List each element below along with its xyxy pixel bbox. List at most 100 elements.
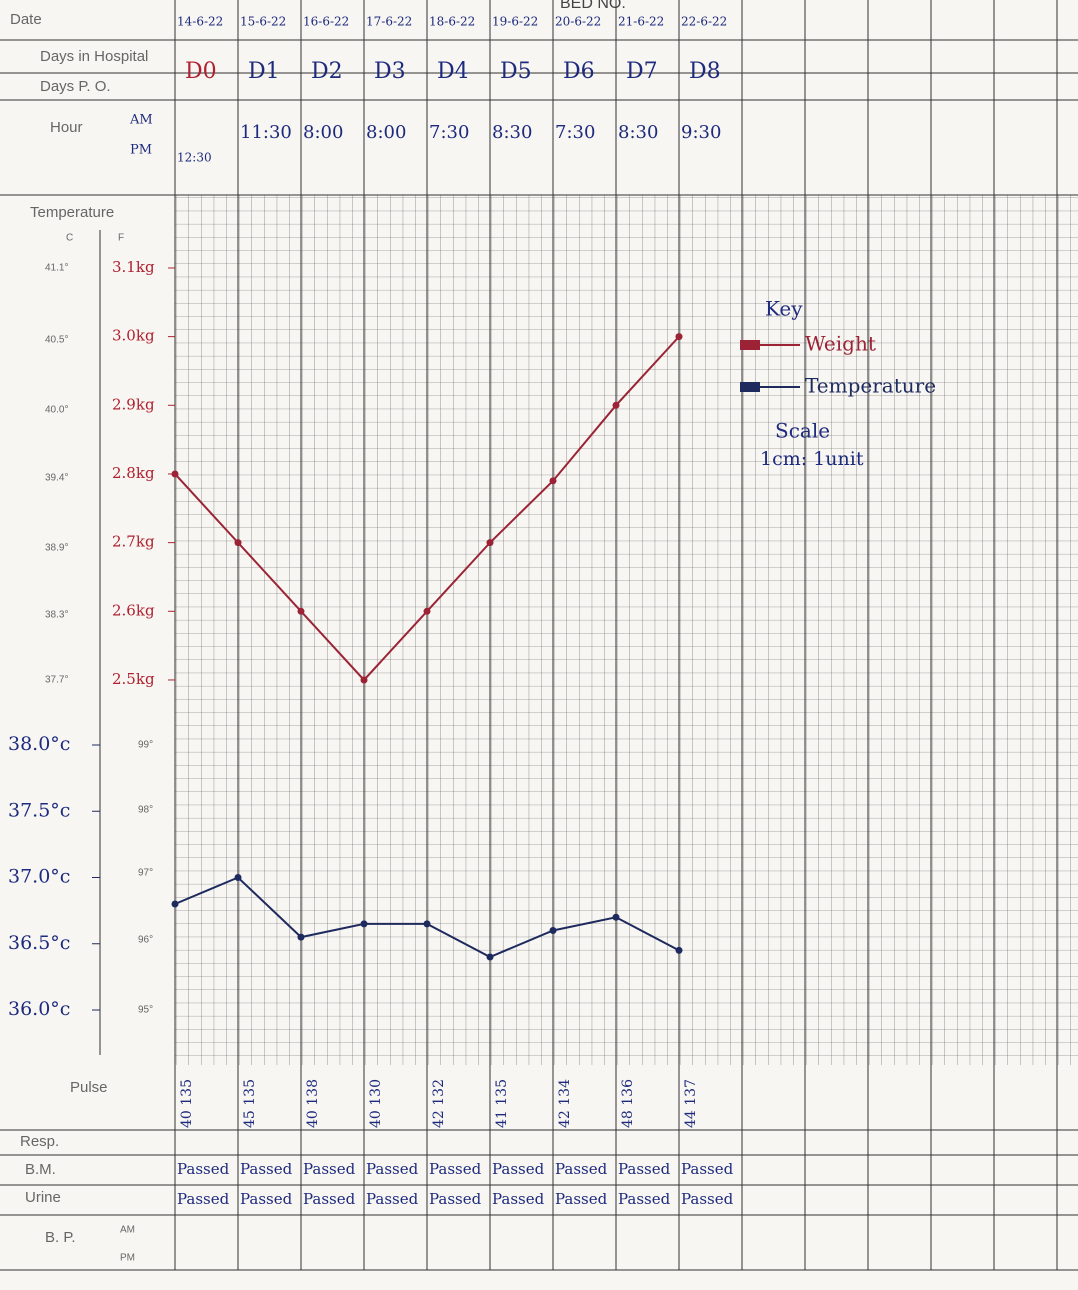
y-tick-label: 2.7kg [112,533,155,551]
pm-hour: 12:30 [177,151,212,165]
urine: Passed [303,1190,356,1208]
am-hour: 8:00 [366,122,406,143]
celsius-label: 37.7° [45,675,68,686]
pulse: 44 137 [683,1079,699,1128]
row-label: Date [10,11,42,28]
y2-tick-label: 37.5°c [8,799,70,821]
legend-label: Weight [805,332,876,356]
am-hour: 8:00 [303,122,343,143]
celsius-label: 38.9° [45,543,68,554]
data-point [298,608,305,615]
fahrenheit-label: 95° [138,1005,153,1016]
pm-label: PM [130,143,152,158]
row-label: B.M. [25,1161,56,1178]
celsius-label: 38.3° [45,610,68,621]
date: 14-6-22 [177,15,223,29]
day: D6 [563,59,595,84]
am-hour: 9:30 [681,122,721,143]
legend-swatch [740,382,760,392]
pulse: 48 136 [620,1079,636,1128]
day: D2 [311,59,343,84]
key-title: Key [765,297,803,321]
y-tick-label: 3.0kg [112,327,155,345]
bm: Passed [429,1160,482,1178]
pulse: 45 135 [242,1079,258,1128]
pulse: 42 134 [557,1079,573,1128]
date: 18-6-22 [429,15,475,29]
celsius-label: 40.5° [45,335,68,346]
f-label: F [118,233,124,244]
date: 16-6-22 [303,15,349,29]
bm: Passed [555,1160,608,1178]
bm: Passed [240,1160,293,1178]
data-point [172,470,179,477]
row-label: Days P. O. [40,78,111,95]
legend-swatch [740,340,760,350]
y2-tick-label: 36.5°c [8,932,70,954]
bp-pm: PM [120,1253,135,1264]
data-point [550,927,557,934]
am-hour: 7:30 [429,122,469,143]
fahrenheit-label: 97° [138,868,153,879]
pulse: 40 130 [368,1079,384,1128]
urine: Passed [492,1190,545,1208]
celsius-label: 41.1° [45,263,68,274]
scale-value: 1cm: 1unit [760,448,864,470]
legend-label: Temperature [805,374,936,398]
am-hour: 7:30 [555,122,595,143]
day: D4 [437,59,469,84]
celsius-label: 39.4° [45,473,68,484]
am-hour: 8:30 [492,122,532,143]
data-point [172,901,179,908]
fahrenheit-label: 98° [138,805,153,816]
fahrenheit-label: 96° [138,935,153,946]
date: 19-6-22 [492,15,538,29]
bp-am: AM [120,1225,135,1236]
urine: Passed [681,1190,734,1208]
bm: Passed [618,1160,671,1178]
date: 15-6-22 [240,15,286,29]
row-label: Days in Hospital [40,48,148,65]
bm: Passed [681,1160,734,1178]
data-point [487,539,494,546]
data-point [424,920,431,927]
row-label: Hour [50,119,83,136]
y-tick-label: 2.5kg [112,670,155,688]
data-point [361,676,368,683]
urine: Passed [177,1190,230,1208]
bm: Passed [303,1160,356,1178]
am-hour: 8:30 [618,122,658,143]
data-point [235,874,242,881]
data-point [676,333,683,340]
row-label: Temperature [30,204,114,221]
day: D0 [185,59,217,84]
date: 21-6-22 [618,15,664,29]
date: 17-6-22 [366,15,412,29]
bm: Passed [492,1160,545,1178]
row-label: Urine [25,1189,61,1206]
data-point [550,477,557,484]
day: D8 [689,59,721,84]
day: D1 [248,59,280,84]
data-point [487,954,494,961]
y-tick-label: 3.1kg [112,258,155,276]
data-point [361,920,368,927]
celsius-label: 40.0° [45,405,68,416]
data-point [613,914,620,921]
pulse: 40 138 [305,1079,321,1128]
date: 20-6-22 [555,15,601,29]
y2-tick-label: 38.0°c [8,733,70,755]
bm: Passed [177,1160,230,1178]
data-point [235,539,242,546]
urine: Passed [240,1190,293,1208]
urine: Passed [429,1190,482,1208]
bm: Passed [366,1160,419,1178]
day: D5 [500,59,532,84]
urine: Passed [555,1190,608,1208]
row-label: B. P. [45,1229,76,1246]
data-point [298,934,305,941]
observation-chart: BED NO. DateDays in HospitalDays P. O.Ho… [0,0,1078,1290]
urine: Passed [366,1190,419,1208]
fahrenheit-label: 99° [138,740,153,751]
day: D7 [626,59,658,84]
